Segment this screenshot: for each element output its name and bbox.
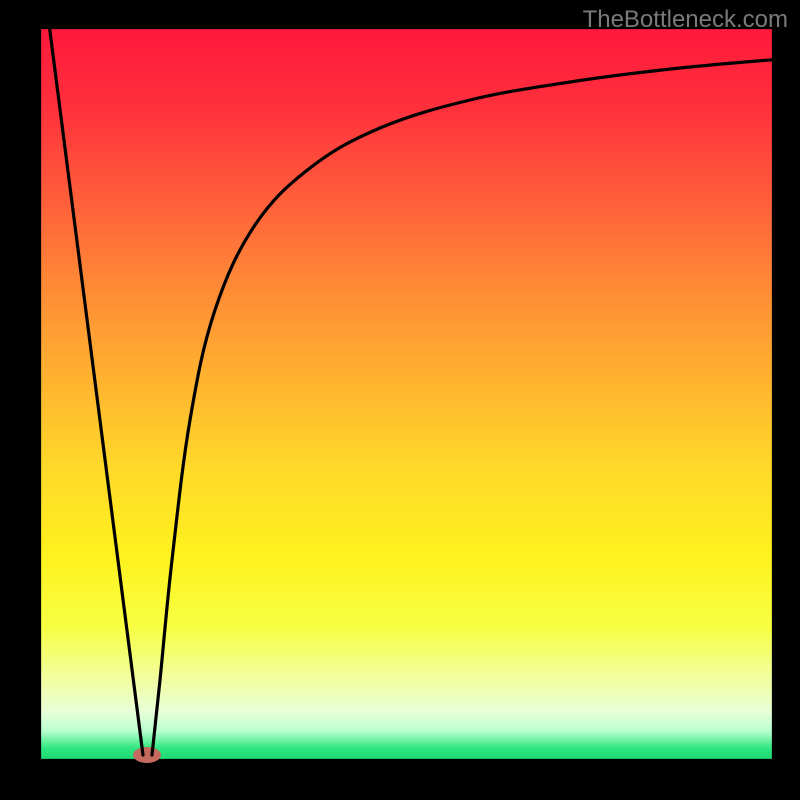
chart-overlay-svg — [0, 0, 800, 800]
bottleneck-marker — [133, 747, 161, 763]
curve-left-branch — [47, 8, 143, 755]
curve-right-branch — [152, 58, 793, 755]
frame-side — [0, 759, 800, 800]
watermark-text: TheBottleneck.com — [583, 6, 788, 34]
frame-side — [772, 0, 800, 800]
chart-container: TheBottleneck.com — [0, 0, 800, 800]
frame-side — [0, 0, 41, 800]
